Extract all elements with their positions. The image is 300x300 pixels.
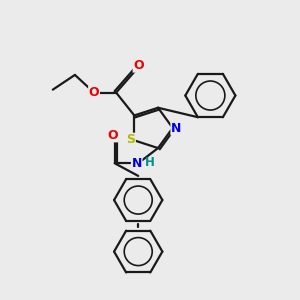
- Text: H: H: [145, 156, 154, 169]
- Text: O: O: [133, 59, 144, 72]
- Text: N: N: [132, 157, 142, 170]
- Text: N: N: [171, 122, 181, 135]
- Text: S: S: [126, 133, 135, 146]
- Text: O: O: [107, 129, 118, 142]
- Text: O: O: [89, 86, 99, 99]
